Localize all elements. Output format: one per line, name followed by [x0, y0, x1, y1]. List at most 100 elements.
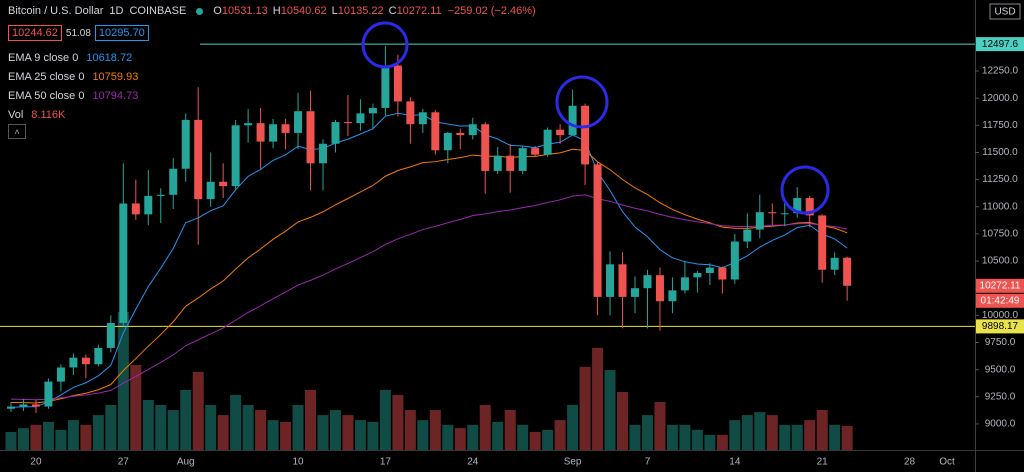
ohlc-prefix: O	[213, 5, 222, 17]
volume-bar	[280, 421, 292, 450]
candle-body	[768, 212, 777, 214]
axes: 9000.09250.09500.09750.010000.010250.010…	[30, 37, 1024, 468]
bid[interactable]: 10244.62	[8, 25, 62, 41]
candle-body	[206, 181, 215, 200]
legend-value: 10794.73	[92, 89, 139, 102]
ohlc-value: 10272.11	[396, 5, 442, 17]
candle-body	[331, 122, 340, 144]
volume-bar	[317, 415, 329, 450]
ohlc-open: O10531.13	[213, 5, 267, 17]
volume-bar	[492, 421, 504, 450]
volume-bar	[192, 371, 204, 450]
volume-bar	[479, 405, 491, 450]
volume-bar	[654, 402, 666, 450]
candle-body	[481, 124, 490, 171]
quote: 10244.62 51.08 10295.70	[8, 25, 149, 41]
exchange: COINBASE	[129, 5, 187, 17]
candle-body	[19, 404, 28, 407]
candle-body	[319, 143, 327, 164]
x-tick-label: 28	[904, 457, 916, 468]
candle-body	[655, 275, 664, 302]
ohlc-close: C10272.11	[389, 5, 442, 17]
volume-bar	[504, 410, 516, 450]
volume-bar	[217, 415, 229, 450]
candle-body	[456, 132, 465, 136]
ask[interactable]: 10295.70	[94, 25, 149, 41]
candle-body	[680, 277, 689, 291]
volume-bar	[517, 424, 529, 450]
candle-body	[381, 65, 390, 108]
volume-bar	[392, 394, 404, 450]
volume-bar	[729, 420, 741, 450]
hline-price-bg	[976, 37, 1024, 52]
volume-bar	[666, 424, 678, 450]
candle-body	[743, 229, 752, 242]
volume-bar	[92, 415, 104, 450]
ohlc-prefix: C	[388, 5, 397, 17]
candle-body	[393, 65, 402, 102]
x-tick-label: 10	[292, 457, 304, 468]
volume-bar	[342, 415, 354, 450]
currency-box[interactable]	[989, 3, 1021, 20]
volume-bar	[117, 312, 129, 450]
volume-bar	[155, 405, 167, 450]
collapse-button[interactable]: ˄	[8, 124, 26, 139]
candle-body	[431, 112, 440, 151]
y-tick-label: 9500.0	[985, 364, 1016, 375]
candle-body	[7, 406, 15, 409]
volume-bar	[230, 394, 242, 450]
volume-bar	[442, 424, 454, 450]
volume-bar	[354, 420, 366, 450]
candle-body	[493, 155, 502, 171]
volume-bar	[292, 405, 304, 450]
candle-body	[543, 129, 552, 155]
candle-body	[531, 148, 540, 155]
candle-body	[468, 124, 477, 136]
volume-bar	[829, 424, 841, 450]
volume-bar	[429, 410, 441, 450]
legend-name: EMA 9 close 0	[8, 51, 79, 64]
y-tick-label: 11500.0	[982, 147, 1018, 158]
candle-body	[693, 272, 702, 278]
legend-value: 10759.93	[92, 70, 139, 83]
volume-bar	[67, 420, 79, 450]
volume-bar	[454, 428, 466, 450]
y-tick-label: 10500.0	[982, 256, 1019, 267]
price-layer	[0, 43, 975, 414]
x-tick-label: 7	[645, 457, 651, 468]
candle-body	[119, 203, 128, 323]
volume-bar	[467, 424, 479, 450]
volume-bar	[779, 424, 791, 450]
volume-bar	[367, 421, 379, 450]
candle-body	[31, 404, 40, 407]
volume-bar	[816, 410, 828, 450]
volume-bar	[242, 405, 254, 450]
ohlc-value: 10540.62	[280, 5, 327, 17]
hline-price-bg	[976, 319, 1024, 334]
legend-value: 8.116K	[31, 108, 66, 121]
y-tick-label: 10000.0	[982, 310, 1019, 321]
volume-bar	[592, 347, 604, 450]
volume-bar	[766, 415, 778, 450]
legend-name: Vol	[8, 108, 24, 121]
volume-bar	[754, 412, 766, 450]
candle-body	[755, 212, 764, 230]
x-tick-label: 24	[467, 457, 479, 468]
candle-body	[219, 181, 228, 187]
candle-body	[581, 105, 590, 165]
candle-body	[568, 105, 577, 136]
x-tick-label: 20	[30, 457, 42, 468]
candle-body	[593, 164, 602, 297]
candle-body	[718, 267, 727, 280]
candle-body	[556, 129, 565, 136]
volume-bar	[42, 421, 54, 450]
ohlc-value: 10135.22	[337, 5, 384, 17]
candle-body	[131, 203, 140, 215]
volume-bar	[542, 429, 554, 450]
volume-bar	[17, 428, 29, 450]
candle-body	[793, 198, 802, 214]
candle-body	[194, 119, 203, 200]
candle-body	[244, 123, 253, 126]
